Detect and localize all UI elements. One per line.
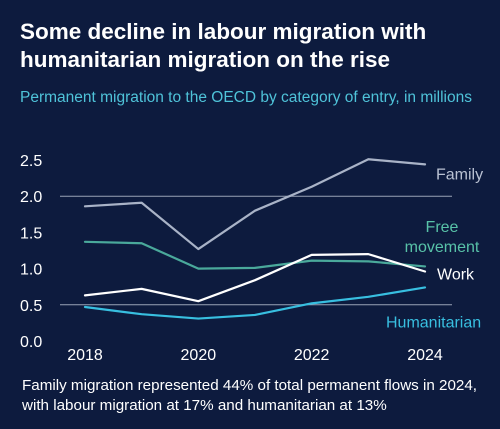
x-tick-label: 2022 xyxy=(294,347,330,364)
x-tick-label: 2018 xyxy=(67,347,103,364)
chart-title: Some decline in labour migration with hu… xyxy=(20,19,427,72)
x-tick-label: 2020 xyxy=(181,347,217,364)
chart-subtitle: Permanent migration to the OECD by categ… xyxy=(20,89,472,106)
series-label-family: Family xyxy=(436,166,483,183)
series-label-humanitarian: Humanitarian xyxy=(386,314,481,331)
series-label-free-movement: movement xyxy=(405,239,480,256)
series-label-work: Work xyxy=(437,266,475,283)
y-tick-label: 2.5 xyxy=(20,153,42,170)
y-tick-label: 0.5 xyxy=(20,298,42,315)
x-tick-label: 2024 xyxy=(407,347,443,364)
y-tick-label: 1.0 xyxy=(20,262,42,279)
chart-caption: Family migration represented 44% of tota… xyxy=(22,377,478,414)
series-line-humanitarian xyxy=(83,286,427,320)
line-chart: 0.0 0.5 1.0 1.5 2.0 2.5 2018 2020 2022 2024 Family… xyxy=(20,153,483,364)
y-tick-label: 1.5 xyxy=(20,225,42,242)
y-tick-label: 2.0 xyxy=(20,189,42,206)
y-tick-label: 0.0 xyxy=(20,334,42,351)
series-label-free-movement: Free xyxy=(426,219,459,236)
series-line-family xyxy=(83,158,427,251)
